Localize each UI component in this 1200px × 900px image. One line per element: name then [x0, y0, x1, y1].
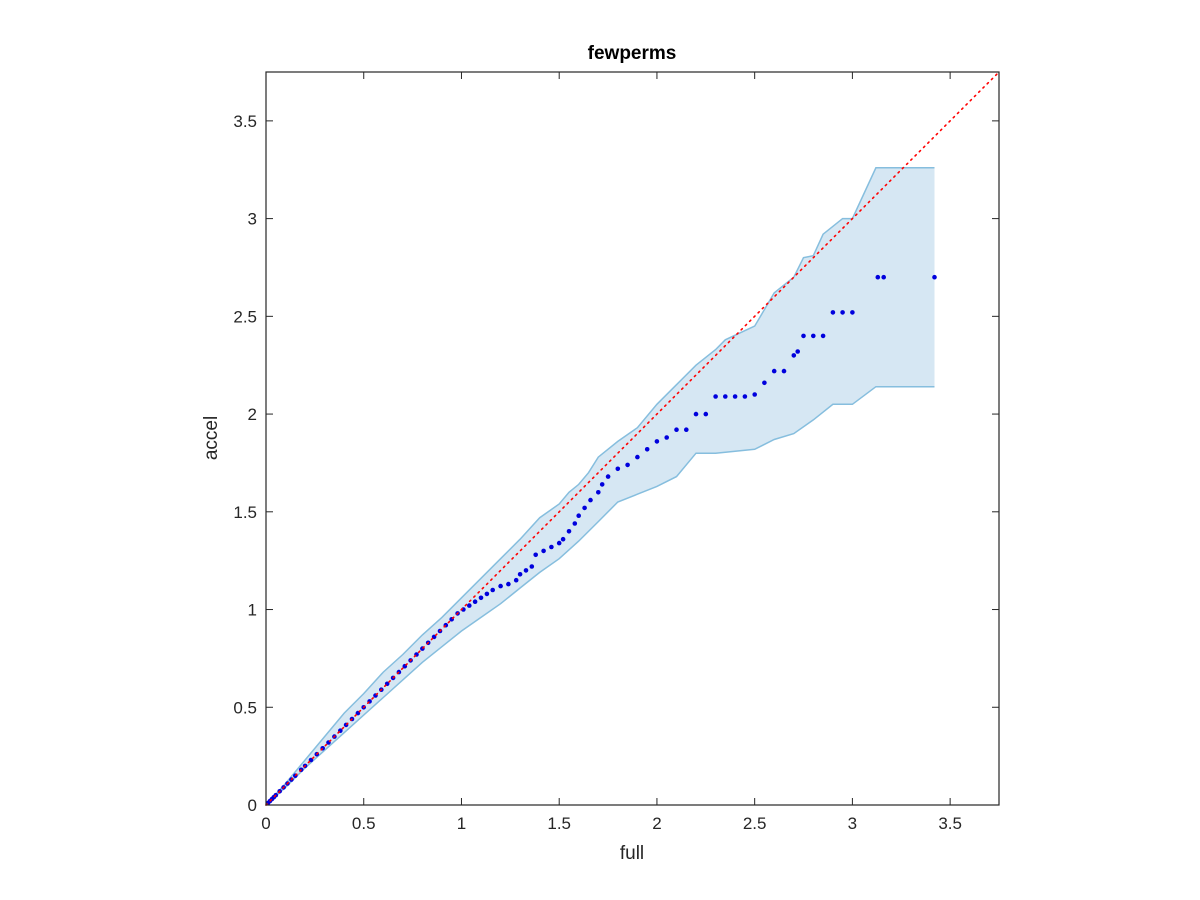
- confidence-band: [266, 167, 935, 806]
- data-point: [801, 333, 806, 339]
- data-point: [684, 427, 689, 433]
- data-point: [478, 595, 484, 601]
- data-point: [820, 333, 826, 339]
- data-point: [811, 333, 816, 339]
- data-point: [467, 603, 472, 608]
- data-point: [588, 497, 593, 503]
- data-point: [615, 466, 621, 472]
- x-tick-label: 0.5: [352, 814, 376, 833]
- data-point: [732, 394, 738, 399]
- data-point: [742, 394, 748, 399]
- data-point: [549, 544, 554, 550]
- data-point: [605, 474, 611, 479]
- data-point: [472, 599, 478, 604]
- chart-title: fewperms: [588, 43, 677, 64]
- y-tick-label: 0.5: [233, 698, 257, 717]
- data-point: [635, 454, 640, 460]
- x-tick-label: 3.5: [938, 814, 962, 833]
- data-point: [560, 536, 566, 542]
- data-point: [771, 368, 777, 374]
- data-point: [703, 411, 709, 417]
- data-point: [932, 274, 937, 280]
- data-point: [582, 505, 587, 511]
- data-point: [664, 435, 669, 440]
- y-tick-label: 2.5: [233, 307, 257, 326]
- data-point: [576, 513, 581, 518]
- reference-diagonal-line: [265, 71, 1000, 806]
- data-point: [484, 591, 490, 597]
- data-point: [840, 310, 845, 315]
- data-point: [498, 583, 503, 589]
- data-point: [713, 394, 718, 399]
- data-point: [529, 564, 535, 569]
- data-point: [506, 581, 511, 587]
- data-point: [513, 577, 519, 583]
- data-point: [644, 447, 650, 452]
- data-point: [875, 274, 881, 280]
- data-point: [572, 521, 578, 526]
- plot-area: [265, 71, 1000, 806]
- data-point: [723, 394, 728, 399]
- data-point: [599, 482, 605, 487]
- x-tick-label: 1.5: [547, 814, 571, 833]
- x-tick-label: 3: [848, 814, 857, 833]
- data-point: [566, 529, 572, 534]
- x-tick-label: 2.5: [743, 814, 767, 833]
- y-tick-label: 0: [248, 796, 257, 815]
- y-tick-label: 2: [248, 405, 257, 424]
- data-point: [523, 568, 529, 573]
- data-point: [781, 368, 787, 374]
- y-tick-label: 3.5: [233, 112, 257, 131]
- band-lower-edge: [265, 385, 935, 806]
- y-tick-label: 1.5: [233, 503, 257, 522]
- data-point: [762, 380, 767, 386]
- y-axis-label: accel: [201, 416, 222, 460]
- data-point: [752, 392, 757, 397]
- data-point: [556, 540, 562, 546]
- x-tick-label: 2: [652, 814, 661, 833]
- data-point: [596, 490, 601, 495]
- data-point: [795, 349, 800, 354]
- x-tick-label: 1: [457, 814, 466, 833]
- data-point: [674, 427, 679, 433]
- data-point: [533, 552, 538, 558]
- x-axis-label: full: [620, 843, 644, 864]
- y-tick-label: 3: [248, 210, 257, 229]
- y-tick-label: 1: [248, 601, 257, 620]
- data-point: [541, 548, 546, 554]
- band-upper-edge: [265, 167, 935, 806]
- axes-frame: [265, 71, 1000, 806]
- data-point: [881, 274, 886, 280]
- data-point: [654, 439, 660, 444]
- data-point: [693, 411, 699, 417]
- data-point: [517, 572, 523, 577]
- x-tick-label: 0: [261, 814, 270, 833]
- data-point: [791, 353, 797, 358]
- ticks: 0 0.5 1 1.5 2 2.5 3 3.5 0 0.5 1 1.5 2 2.5 3 3.5: [233, 72, 999, 833]
- data-point: [850, 310, 855, 315]
- data-point: [490, 587, 496, 593]
- data-point: [830, 310, 836, 315]
- data-point: [625, 462, 630, 468]
